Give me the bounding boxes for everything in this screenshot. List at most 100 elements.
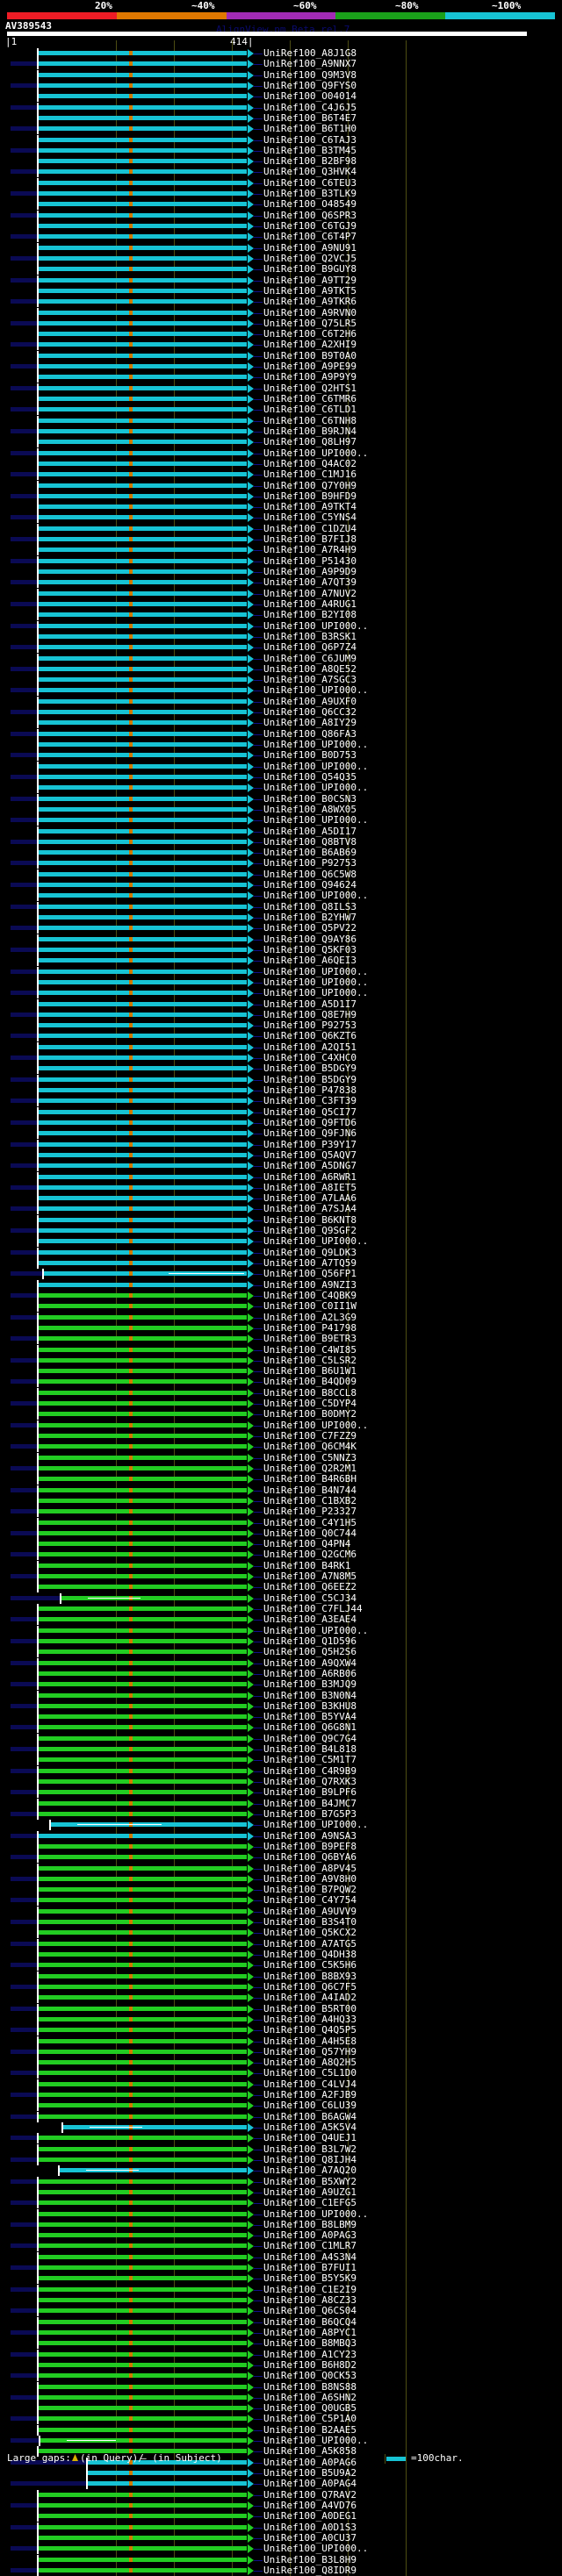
alignment-row[interactable]: UniRef100_A4H5E8 <box>0 2036 562 2047</box>
alignment-row[interactable]: UniRef100_C5L1D0 <box>0 2067 562 2079</box>
hsp-bar-cyan[interactable] <box>39 418 247 423</box>
hsp-bar-green[interactable] <box>39 1984 247 1989</box>
alignment-row[interactable]: UniRef100_P23327 <box>0 1506 562 1518</box>
hit-accession-label[interactable]: UniRef100_C5L1D0 <box>263 2067 357 2079</box>
alignment-row[interactable]: UniRef100_A5DI17 <box>0 826 562 837</box>
hsp-bar-cyan[interactable] <box>39 580 247 585</box>
hit-accession-label[interactable]: UniRef100_C4Y754 <box>263 1894 357 1907</box>
hsp-bar-cyan[interactable] <box>39 612 247 618</box>
alignment-row[interactable]: UniRef100_UPI000.. <box>0 966 562 977</box>
alignment-row[interactable]: UniRef100_UPI000.. <box>0 814 562 826</box>
hsp-bar-cyan[interactable] <box>39 828 247 834</box>
hsp-bar-green[interactable] <box>39 1617 247 1622</box>
alignment-row[interactable]: UniRef100_B4JMC7 <box>0 1798 562 1809</box>
alignment-row[interactable]: UniRef100_Q75LR5 <box>0 318 562 330</box>
alignment-row[interactable]: UniRef100_P92753 <box>0 857 562 869</box>
hsp-bar-green[interactable] <box>39 2567 247 2572</box>
hsp-bar-cyan[interactable] <box>39 558 247 563</box>
alignment-row[interactable]: UniRef100_UPI000.. <box>0 987 562 999</box>
alignment-row[interactable]: UniRef100_A9NNX7 <box>0 58 562 70</box>
alignment-row[interactable]: UniRef100_Q3HVK4 <box>0 166 562 178</box>
alignment-row[interactable]: UniRef100_C4WI85 <box>0 1344 562 1356</box>
alignment-row[interactable]: UniRef100_B3KHU8 <box>0 1700 562 1713</box>
hit-accession-label[interactable]: UniRef100_A4IAD2 <box>263 1992 357 2004</box>
hit-accession-label[interactable]: UniRef100_A9UXF0 <box>263 695 357 707</box>
alignment-row[interactable]: UniRef100_A0PAG6 <box>0 2457 562 2468</box>
hsp-bar-green[interactable] <box>39 2319 247 2324</box>
hsp-bar-cyan[interactable] <box>39 385 247 390</box>
alignment-row[interactable]: UniRef100_C5DYP4 <box>0 1398 562 1410</box>
hit-accession-label[interactable]: UniRef100_A9QXW4 <box>263 1657 357 1669</box>
hsp-bar-cyan[interactable] <box>39 472 247 477</box>
alignment-row[interactable]: UniRef100_A4S3N4 <box>0 2251 562 2264</box>
hit-accession-label[interactable]: UniRef100_Q4UEJ1 <box>263 2132 357 2144</box>
alignment-row[interactable]: UniRef100_Q6CC32 <box>0 706 562 719</box>
alignment-row[interactable]: UniRef100_UPI000.. <box>0 2208 562 2220</box>
alignment-row[interactable]: UniRef100_B8NS88 <box>0 2381 562 2393</box>
alignment-row[interactable]: UniRef100_A6QEI3 <box>0 955 562 967</box>
hsp-bar-green[interactable] <box>39 2243 247 2249</box>
alignment-row[interactable]: UniRef100_A9TT29 <box>0 275 562 286</box>
alignment-row[interactable]: UniRef100_Q9FJN6 <box>0 1127 562 1140</box>
hsp-bar-cyan[interactable] <box>39 224 247 228</box>
hit-accession-label[interactable]: UniRef100_Q6C7F5 <box>263 1980 357 1993</box>
hit-accession-label[interactable]: UniRef100_P47838 <box>263 1084 357 1096</box>
alignment-row[interactable]: UniRef100_P41798 <box>0 1322 562 1335</box>
hsp-bar-cyan[interactable] <box>39 633 247 639</box>
hit-accession-label[interactable]: UniRef100_Q5CI77 <box>263 1106 357 1118</box>
hsp-bar-green[interactable] <box>39 1292 247 1298</box>
hit-accession-label[interactable]: UniRef100_C1DZU4 <box>263 522 357 534</box>
alignment-row[interactable]: UniRef100_B7PQW2 <box>0 1884 562 1896</box>
alignment-row[interactable]: UniRef100_A4IAD2 <box>0 1992 562 2004</box>
hit-accession-label[interactable]: UniRef100_B6QCQ4 <box>263 2315 357 2328</box>
hsp-bar-cyan[interactable] <box>39 1077 247 1082</box>
hsp-bar-green[interactable] <box>39 1422 247 1428</box>
hit-accession-label[interactable]: UniRef100_Q2HTS1 <box>263 382 357 394</box>
hsp-bar-cyan[interactable] <box>39 428 247 433</box>
hit-accession-label[interactable]: UniRef100_Q56FP1 <box>263 1268 357 1280</box>
hsp-bar-cyan[interactable] <box>39 590 247 596</box>
alignment-row[interactable]: UniRef100_Q2HTS1 <box>0 383 562 394</box>
hit-accession-label[interactable]: UniRef100_C3FT39 <box>263 1095 357 1107</box>
hit-accession-label[interactable]: UniRef100_A6RB06 <box>263 1667 357 1679</box>
hit-accession-label[interactable]: UniRef100_UPI000.. <box>263 1235 369 1248</box>
alignment-row[interactable]: UniRef100_B8CCL8 <box>0 1387 562 1399</box>
hit-accession-label[interactable]: UniRef100_Q4Q5P5 <box>263 2024 357 2036</box>
hsp-bar-cyan[interactable] <box>39 623 247 628</box>
hit-accession-label[interactable]: UniRef100_B9HFD9 <box>263 490 357 502</box>
alignment-row[interactable]: UniRef100_UPI000.. <box>0 620 562 632</box>
hsp-bar-green[interactable] <box>39 2038 247 2043</box>
hsp-bar-green[interactable] <box>39 1477 247 1482</box>
hsp-bar-cyan[interactable] <box>39 440 247 445</box>
hsp-bar-green[interactable] <box>39 2524 247 2529</box>
alignment-row[interactable]: UniRef100_C5CJ34 <box>0 1592 562 1604</box>
hsp-bar-green[interactable] <box>39 2211 247 2216</box>
alignment-row[interactable]: UniRef100_B5DGY9 <box>0 1063 562 1075</box>
alignment-row[interactable]: UniRef100_A5K5V4 <box>0 2122 562 2134</box>
hsp-bar-green[interactable] <box>39 1735 247 1741</box>
hit-accession-label[interactable]: UniRef100_Q4PN4 <box>263 1538 351 1550</box>
hit-accession-label[interactable]: UniRef100_A7R4H9 <box>263 544 357 556</box>
alignment-row[interactable]: UniRef100_Q6CS04 <box>0 2305 562 2317</box>
hit-accession-label[interactable]: UniRef100_B9ETR3 <box>263 1333 357 1345</box>
hit-accession-label[interactable]: UniRef100_Q8LH97 <box>263 436 357 448</box>
hit-accession-label[interactable]: UniRef100_A9NSA3 <box>263 1829 357 1842</box>
alignment-row[interactable]: UniRef100_C6JUM9 <box>0 653 562 664</box>
alignment-row[interactable]: UniRef100_C6T4P7 <box>0 231 562 243</box>
hsp-bar-cyan[interactable] <box>39 202 247 207</box>
alignment-row[interactable]: UniRef100_Q6P7Z4 <box>0 641 562 654</box>
alignment-row[interactable]: UniRef100_P47838 <box>0 1084 562 1097</box>
hsp-bar-cyan[interactable] <box>39 883 247 888</box>
alignment-row[interactable]: UniRef100_B8LBM9 <box>0 2219 562 2231</box>
hsp-bar-cyan[interactable] <box>39 267 247 272</box>
alignment-row[interactable]: UniRef100_Q2GCM6 <box>0 1549 562 1561</box>
hit-accession-label[interactable]: UniRef100_B6T1H0 <box>263 123 357 135</box>
alignment-row[interactable]: UniRef100_B2YI08 <box>0 609 562 621</box>
hit-accession-label[interactable]: UniRef100_B9RJN4 <box>263 425 357 437</box>
hit-accession-label[interactable]: UniRef100_A8CZ33 <box>263 2294 357 2306</box>
hit-accession-label[interactable]: UniRef100_Q2R2M1 <box>263 1462 357 1474</box>
hsp-bar-green[interactable] <box>39 1498 247 1503</box>
hit-accession-label[interactable]: UniRef100_Q4DH38 <box>263 1949 357 1960</box>
alignment-row[interactable]: UniRef100_Q9LDK3 <box>0 1247 562 1258</box>
hit-accession-label[interactable]: UniRef100_UPI000.. <box>263 1624 369 1636</box>
